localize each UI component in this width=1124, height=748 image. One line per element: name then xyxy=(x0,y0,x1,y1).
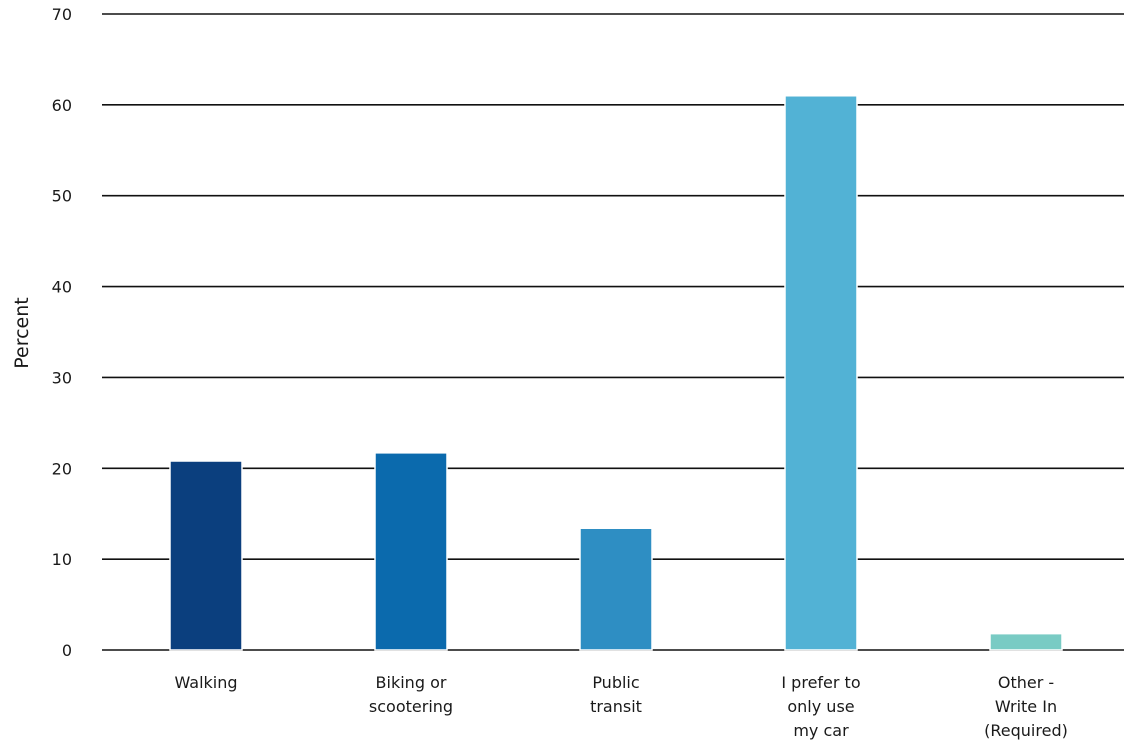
x-tick-label: Walking xyxy=(174,673,237,692)
x-tick-label: Biking or scootering xyxy=(369,673,453,716)
y-tick-label: 70 xyxy=(52,5,72,24)
y-tick-label: 20 xyxy=(52,459,72,478)
bar xyxy=(374,452,448,651)
y-tick-label: 60 xyxy=(52,96,72,115)
x-tick-label: I prefer to only use my car xyxy=(781,673,860,740)
gridlines xyxy=(102,13,1124,651)
bar xyxy=(169,460,243,651)
y-tick-label: 10 xyxy=(52,550,72,569)
x-axis-labels: Walking Biking or scootering Public transit I… xyxy=(174,673,1067,740)
bars xyxy=(169,95,1063,651)
y-tick-label: 50 xyxy=(52,187,72,206)
y-axis-title: Percent xyxy=(11,297,33,369)
y-tick-label: 40 xyxy=(52,278,72,297)
y-tick-label: 0 xyxy=(62,641,72,660)
y-axis-ticks: 0 10 20 30 40 50 60 70 xyxy=(52,5,72,660)
x-tick-label: Public transit xyxy=(590,673,642,716)
x-tick-label: Other -Write In (Required) xyxy=(984,673,1068,740)
bar xyxy=(784,95,858,651)
bar xyxy=(989,632,1063,651)
y-tick-label: 30 xyxy=(52,368,72,387)
bar xyxy=(579,527,653,651)
